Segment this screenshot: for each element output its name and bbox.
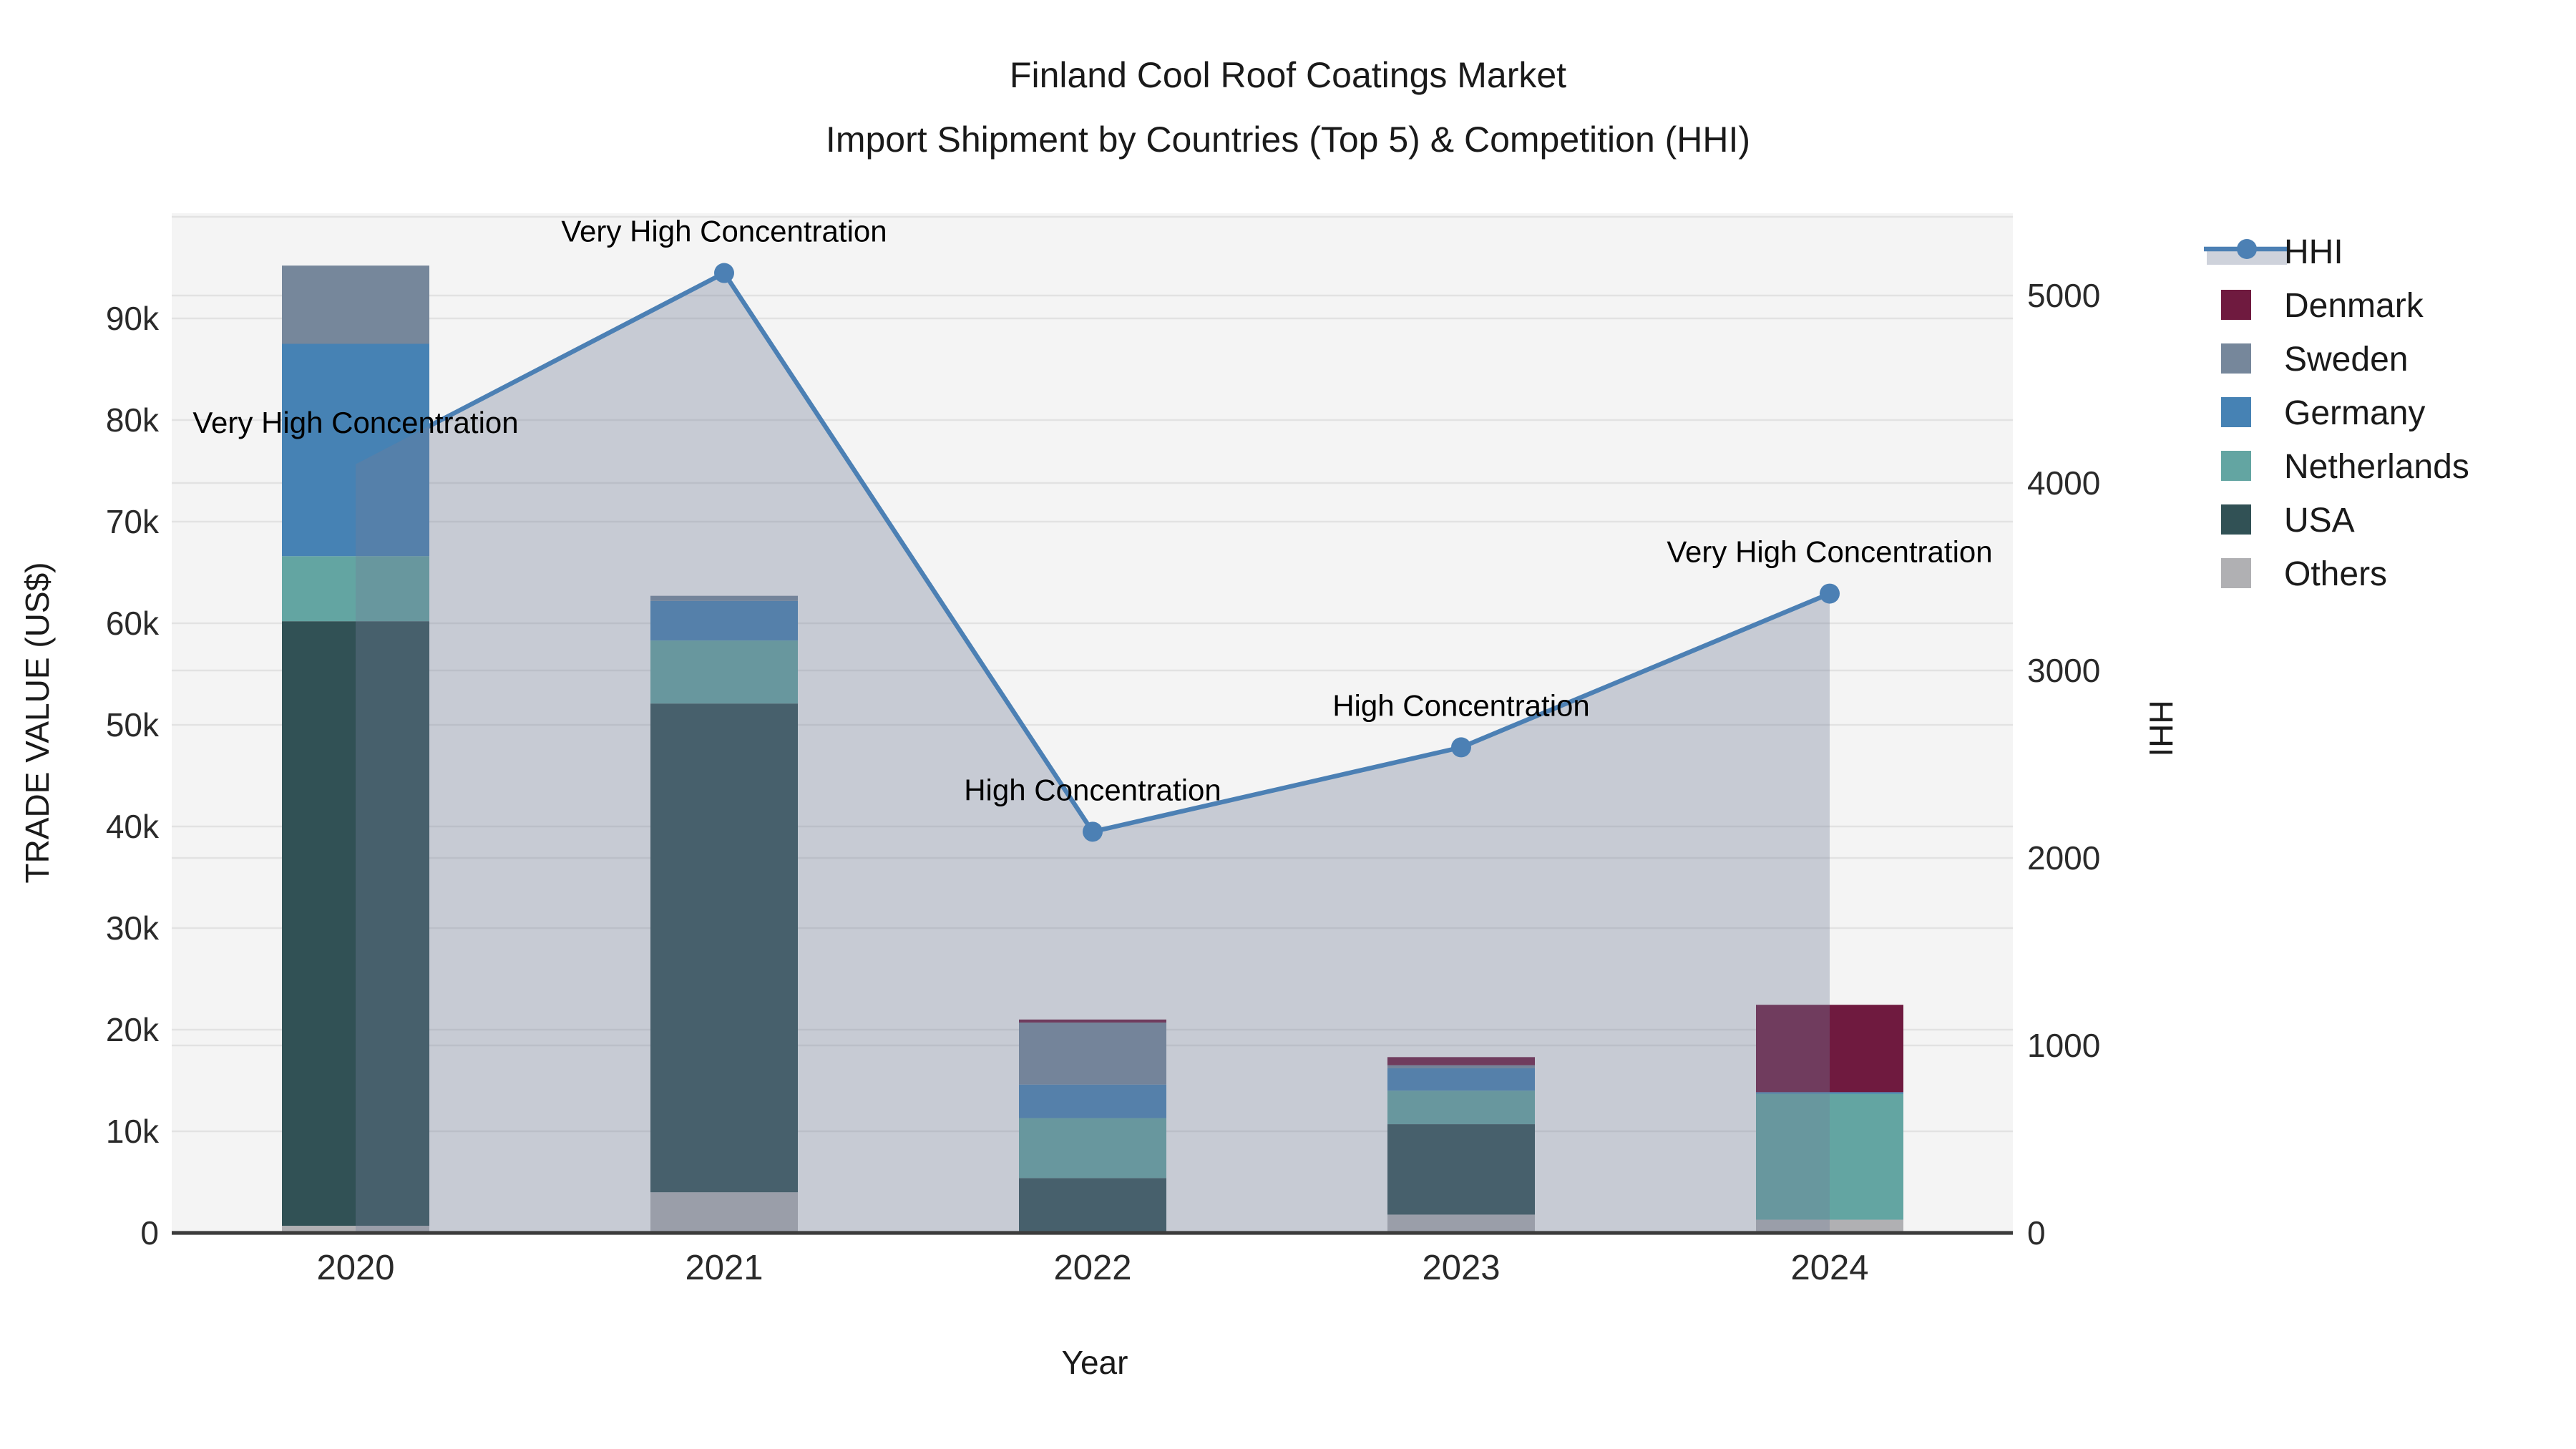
bar-segment-Sweden-2020 [282,265,429,344]
bar-segment-Netherlands-2020 [282,556,429,622]
bar-2020 [282,265,429,1233]
legend-swatch-sweden [2221,343,2251,374]
legend-swatch-netherlands [2221,451,2251,481]
y-right-axis-title: HHI [2142,700,2180,756]
right-tick-2000: 2000 [2027,839,2100,877]
bar-segment-Others-2020 [282,1226,429,1233]
annotation-2020: Very High Concentration [192,406,518,439]
left-tick-20k: 20k [106,1011,160,1048]
legend-label-sweden: Sweden [2284,341,2408,379]
annotation-2022: High Concentration [964,773,1221,806]
left-tick-10k: 10k [106,1113,160,1150]
left-tick-60k: 60k [106,605,160,642]
bar-segment-Denmark-2023 [1387,1057,1535,1065]
legend-label-denmark: Denmark [2284,287,2424,325]
hhi-marker-2021 [714,263,734,283]
bar-segment-Netherlands-2024 [1756,1093,1903,1220]
right-tick-3000: 3000 [2027,652,2100,689]
legend-item-usa[interactable]: USA [2221,502,2355,540]
legend-swatch-others [2221,558,2251,588]
year-tick-2021: 2021 [685,1249,763,1287]
bar-2022 [1019,1019,1166,1233]
bar-segment-Sweden-2021 [650,595,798,601]
left-tick-0: 0 [140,1214,159,1252]
legend-swatch-denmark [2221,290,2251,320]
left-tick-90k: 90k [106,300,160,337]
legend-item-sweden[interactable]: Sweden [2221,341,2408,379]
bar-segment-Netherlands-2023 [1387,1091,1535,1125]
bar-segment-USA-2020 [282,621,429,1226]
chart-subtitle: Import Shipment by Countries (Top 5) & C… [826,119,1750,160]
left-tick-70k: 70k [106,503,160,540]
bar-2024 [1756,1005,1903,1233]
year-tick-2023: 2023 [1422,1249,1500,1287]
legend-hhi-marker-swatch [2237,239,2257,259]
legend-item-netherlands[interactable]: Netherlands [2221,448,2469,486]
right-tick-4000: 4000 [2027,464,2100,502]
hhi-marker-2024 [1820,583,1840,604]
legend-item-denmark[interactable]: Denmark [2221,287,2424,325]
right-tick-5000: 5000 [2027,277,2100,314]
hhi-marker-2022 [1083,821,1103,842]
bar-segment-USA-2022 [1019,1178,1166,1233]
right-tick-0: 0 [2027,1214,2046,1252]
chart-title: Finland Cool Roof Coatings Market [1010,55,1566,95]
bar-2023 [1387,1057,1535,1233]
annotation-2023: High Concentration [1332,688,1590,722]
legend-label-hhi: HHI [2284,233,2343,271]
x-axis-title: Year [1062,1344,1128,1381]
bar-2021 [650,595,798,1233]
bar-segment-Sweden-2022 [1019,1023,1166,1085]
legend-swatch-germany [2221,397,2251,427]
legend-swatch-usa [2221,504,2251,535]
year-tick-2024: 2024 [1790,1249,1868,1287]
hhi-marker-2023 [1451,737,1471,758]
bar-segment-USA-2021 [650,703,798,1193]
bar-segment-Germany-2023 [1387,1068,1535,1091]
legend-label-usa: USA [2284,502,2355,540]
bar-segment-Germany-2021 [650,600,798,641]
annotation-2021: Very High Concentration [561,215,887,248]
bar-segment-Sweden-2023 [1387,1065,1535,1068]
right-tick-1000: 1000 [2027,1027,2100,1064]
left-tick-40k: 40k [106,808,160,845]
annotation-2024: Very High Concentration [1667,535,1992,569]
hhi-line-group [346,263,1840,842]
legend-label-netherlands: Netherlands [2284,448,2469,486]
bar-segment-Germany-2022 [1019,1084,1166,1118]
year-tick-2020: 2020 [316,1249,394,1287]
left-tick-80k: 80k [106,401,160,439]
year-tick-2022: 2022 [1053,1249,1131,1287]
bar-segment-Others-2024 [1756,1219,1903,1233]
bar-segment-Others-2021 [650,1192,798,1233]
legend-item-others[interactable]: Others [2221,555,2387,593]
bar-segment-Netherlands-2021 [650,640,798,704]
bar-segment-USA-2023 [1387,1124,1535,1215]
bar-segment-Germany-2020 [282,343,429,557]
legend-item-hhi[interactable]: HHI [2204,233,2343,271]
hhi-area-fill [356,273,1830,1233]
legend-label-others: Others [2284,555,2387,593]
left-tick-30k: 30k [106,909,160,947]
bar-segment-Netherlands-2022 [1019,1118,1166,1179]
bar-segment-Denmark-2022 [1019,1019,1166,1023]
bar-segment-Denmark-2024 [1756,1005,1903,1093]
y-left-axis-title: TRADE VALUE (US$) [19,562,56,883]
left-tick-50k: 50k [106,706,160,743]
bar-segment-Others-2023 [1387,1214,1535,1233]
legend-label-germany: Germany [2284,394,2425,432]
bar-segment-Germany-2024 [1756,1092,1903,1094]
legend-item-germany[interactable]: Germany [2221,394,2425,432]
